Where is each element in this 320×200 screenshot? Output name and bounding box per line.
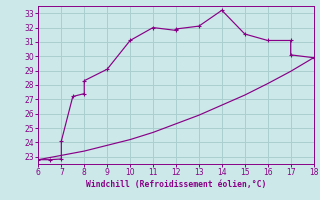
X-axis label: Windchill (Refroidissement éolien,°C): Windchill (Refroidissement éolien,°C) bbox=[86, 180, 266, 189]
